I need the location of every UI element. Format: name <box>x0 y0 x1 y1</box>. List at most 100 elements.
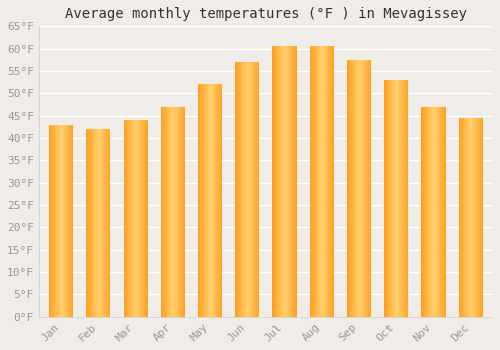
Bar <box>358 60 359 317</box>
Bar <box>439 107 440 317</box>
Bar <box>458 118 460 317</box>
Bar <box>134 120 135 317</box>
Bar <box>329 47 330 317</box>
Bar <box>249 62 250 317</box>
Bar <box>136 120 137 317</box>
Bar <box>88 129 90 317</box>
Bar <box>286 47 287 317</box>
Bar <box>96 129 97 317</box>
Bar <box>137 120 138 317</box>
Bar <box>241 62 242 317</box>
Bar <box>258 62 260 317</box>
Bar <box>332 47 333 317</box>
Bar <box>131 120 132 317</box>
Bar <box>404 80 405 317</box>
Bar <box>109 129 110 317</box>
Bar <box>426 107 427 317</box>
Bar <box>313 47 314 317</box>
Bar <box>171 107 172 317</box>
Bar <box>198 84 199 317</box>
Bar <box>87 129 88 317</box>
Bar <box>254 62 256 317</box>
Bar <box>472 118 473 317</box>
Bar <box>388 80 389 317</box>
Bar <box>320 47 321 317</box>
Bar <box>138 120 139 317</box>
Bar <box>135 120 136 317</box>
Bar <box>389 80 390 317</box>
Bar <box>63 125 64 317</box>
Bar <box>370 60 371 317</box>
Bar <box>214 84 215 317</box>
Bar <box>317 47 318 317</box>
Bar <box>402 80 404 317</box>
Bar <box>256 62 257 317</box>
Bar <box>212 84 214 317</box>
Bar <box>124 120 125 317</box>
Bar <box>105 129 106 317</box>
Bar <box>321 47 322 317</box>
Bar <box>104 129 105 317</box>
Bar <box>66 125 67 317</box>
Bar <box>177 107 178 317</box>
Bar <box>318 47 320 317</box>
Bar <box>469 118 470 317</box>
Bar <box>49 125 50 317</box>
Bar <box>444 107 445 317</box>
Bar <box>106 129 108 317</box>
Bar <box>128 120 129 317</box>
Bar <box>384 80 385 317</box>
Bar <box>368 60 370 317</box>
Bar <box>219 84 220 317</box>
Bar <box>69 125 70 317</box>
Bar <box>60 125 61 317</box>
Bar <box>168 107 169 317</box>
Bar <box>62 125 63 317</box>
Bar <box>215 84 216 317</box>
Bar <box>160 107 162 317</box>
Bar <box>462 118 464 317</box>
Bar <box>397 80 398 317</box>
Bar <box>326 47 328 317</box>
Bar <box>478 118 479 317</box>
Bar <box>108 129 109 317</box>
Bar <box>238 62 239 317</box>
Bar <box>284 47 286 317</box>
Bar <box>64 125 65 317</box>
Bar <box>466 118 468 317</box>
Bar <box>310 47 312 317</box>
Bar <box>147 120 148 317</box>
Bar <box>406 80 408 317</box>
Bar <box>359 60 360 317</box>
Bar <box>57 125 58 317</box>
Bar <box>182 107 184 317</box>
Bar <box>274 47 275 317</box>
Bar <box>479 118 480 317</box>
Bar <box>398 80 400 317</box>
Bar <box>50 125 51 317</box>
Bar <box>324 47 325 317</box>
Bar <box>180 107 181 317</box>
Bar <box>468 118 469 317</box>
Bar <box>201 84 202 317</box>
Bar <box>204 84 205 317</box>
Bar <box>133 120 134 317</box>
Bar <box>282 47 283 317</box>
Bar <box>474 118 476 317</box>
Bar <box>252 62 253 317</box>
Bar <box>435 107 436 317</box>
Bar <box>100 129 101 317</box>
Bar <box>71 125 72 317</box>
Bar <box>427 107 428 317</box>
Bar <box>400 80 401 317</box>
Bar <box>58 125 59 317</box>
Bar <box>476 118 477 317</box>
Bar <box>210 84 211 317</box>
Bar <box>216 84 218 317</box>
Bar <box>424 107 426 317</box>
Bar <box>396 80 397 317</box>
Bar <box>322 47 324 317</box>
Bar <box>356 60 358 317</box>
Bar <box>316 47 317 317</box>
Bar <box>199 84 200 317</box>
